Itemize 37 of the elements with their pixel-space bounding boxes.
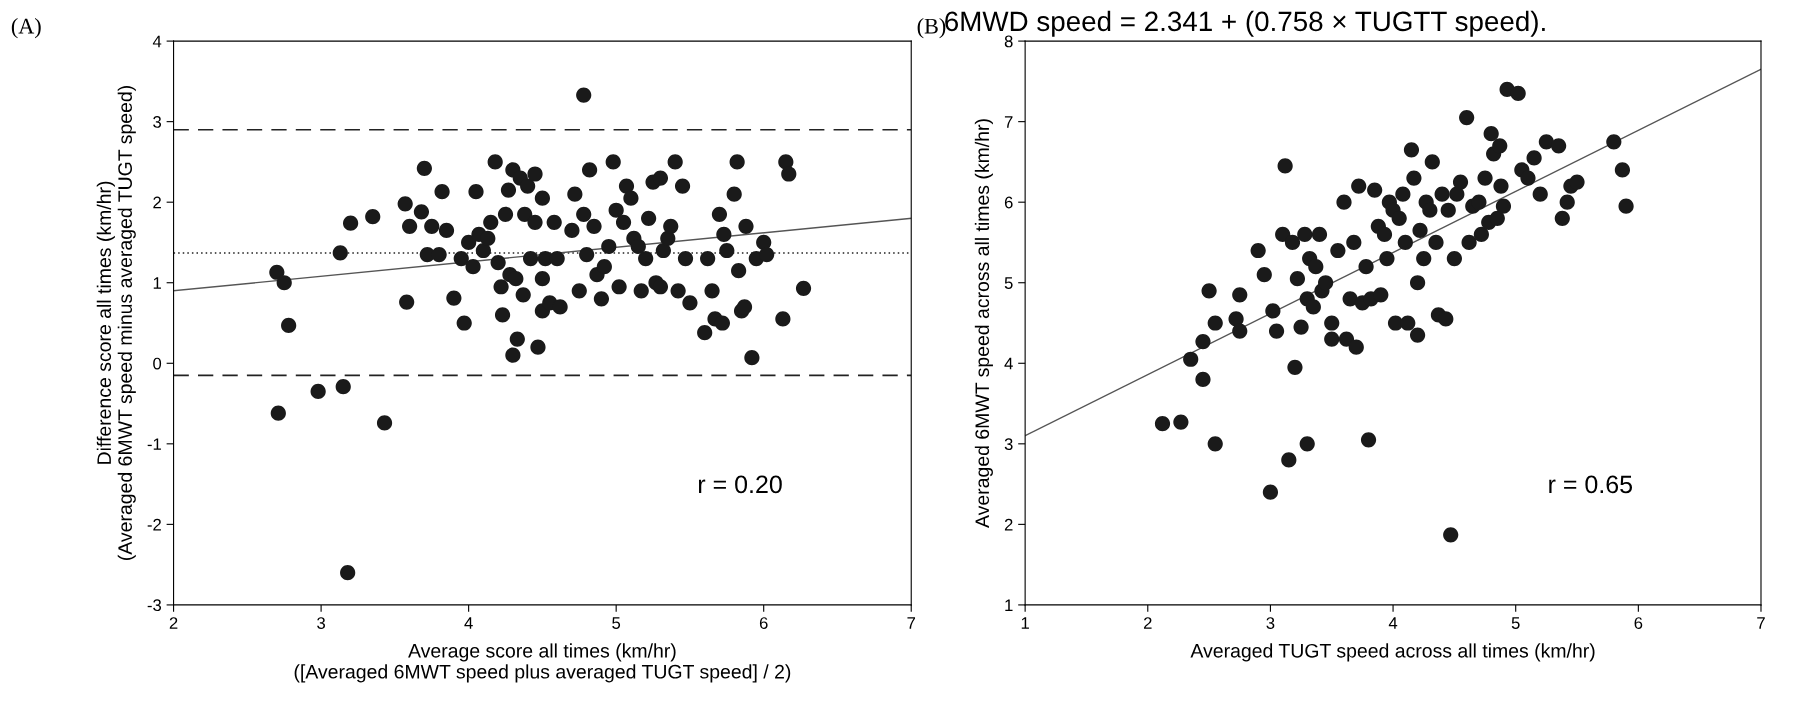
y-tick-label: 2 [1004,518,1013,531]
x-tick-label: 3 [1266,617,1275,629]
y-tick-label: 7 [1004,116,1013,128]
y-axis-title: Difference score all times (km/hr) (Averaged 6MWT speed minus averaged TUGT speed) [96,86,136,560]
x-tick-label: 7 [1757,617,1765,629]
x-tick-label: 4 [464,617,473,629]
x-tick-label: 6 [759,617,768,629]
chart-title: (B) [917,18,946,39]
x-axis-title: Average score all times (km/hr) ([Averaged 6MWT speed plus averaged TUGT speed] / 2) [294,643,791,683]
y-tick-label: 1 [153,277,161,289]
chart-title: (A) [11,18,41,39]
y-tick-label: 8 [1004,35,1013,48]
y-tick-label: 1 [1005,599,1013,611]
y-tick-label: 3 [1004,438,1013,451]
x-tick-label: 2 [169,617,178,629]
x-tick-label: 5 [1511,617,1520,629]
y-tick-label: -1 [147,438,161,450]
y-tick-label: -2 [147,518,161,531]
x-tick-label: 1 [1021,617,1029,629]
y-axis-title: Averaged 6MWT speed across all times (km/hr) [974,119,993,528]
y-tick-label: 4 [152,35,162,48]
x-tick-label: 7 [907,617,916,629]
x-tick-label: 5 [612,617,621,629]
annotation: r = 0.65 [1549,475,1633,494]
y-tick-label: 6 [1004,196,1013,209]
y-tick-label: 4 [1004,357,1013,370]
x-tick-label: 2 [1143,617,1152,629]
x-tick-label: 3 [317,617,325,629]
y-tick-label: 5 [1004,277,1013,289]
annotation: r = 0.20 [698,475,782,494]
x-axis-title: Averaged TUGT speed across all times (km/hr) [1190,643,1595,662]
x-tick-label: 6 [1634,617,1643,629]
y-tick-label: 0 [153,357,162,370]
y-tick-label: -3 [147,599,162,612]
x-tick-label: 4 [1388,617,1398,629]
y-tick-label: 2 [153,196,161,209]
y-tick-label: 3 [153,116,162,128]
